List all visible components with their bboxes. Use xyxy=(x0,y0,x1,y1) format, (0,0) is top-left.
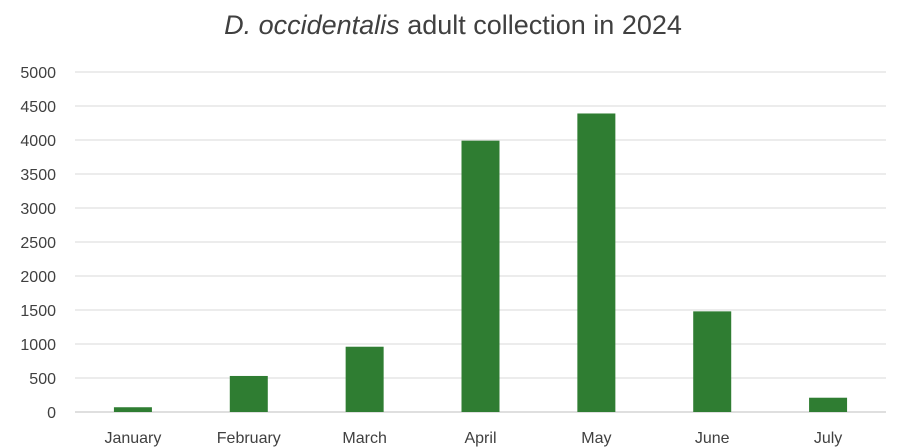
x-tick-label-june: June xyxy=(695,430,730,447)
bar-february xyxy=(229,375,268,412)
bar-march xyxy=(345,346,384,412)
y-tick-label: 500 xyxy=(29,371,56,388)
chart-title-species: D. occidentalis xyxy=(224,10,400,40)
y-tick-label: 2500 xyxy=(20,235,56,252)
y-tick-label: 4000 xyxy=(20,133,56,150)
bars xyxy=(113,113,848,412)
y-tick-label: 1000 xyxy=(20,337,56,354)
y-tick-label: 1500 xyxy=(20,303,56,320)
bar-january xyxy=(113,407,152,412)
y-tick-label: 5000 xyxy=(20,65,56,82)
chart-title-rest: adult collection in 2024 xyxy=(399,10,682,40)
bar-april xyxy=(461,140,500,412)
x-tick-label-may: May xyxy=(581,430,611,447)
bar-june xyxy=(693,311,732,412)
y-tick-label: 3500 xyxy=(20,167,56,184)
x-tick-label-april: April xyxy=(464,430,496,447)
x-tick-label-march: March xyxy=(342,430,386,447)
bar-may xyxy=(577,113,616,412)
chart-title: D. occidentalis adult collection in 2024 xyxy=(0,8,906,42)
x-tick-label-january: January xyxy=(104,430,161,447)
y-axis-ticks: 0 500 1000 1500 2000 2500 3000 3500 4000 4500 5000 xyxy=(20,65,56,422)
y-tick-label: 0 xyxy=(47,405,56,422)
y-tick-label: 4500 xyxy=(20,99,56,116)
y-tick-label: 2000 xyxy=(20,269,56,286)
x-tick-label-july: July xyxy=(814,430,842,447)
x-axis-ticks: January February March April May June July xyxy=(104,430,842,447)
x-tick-label-february: February xyxy=(217,430,281,447)
bar-july xyxy=(809,397,848,412)
y-tick-label: 3000 xyxy=(20,201,56,218)
